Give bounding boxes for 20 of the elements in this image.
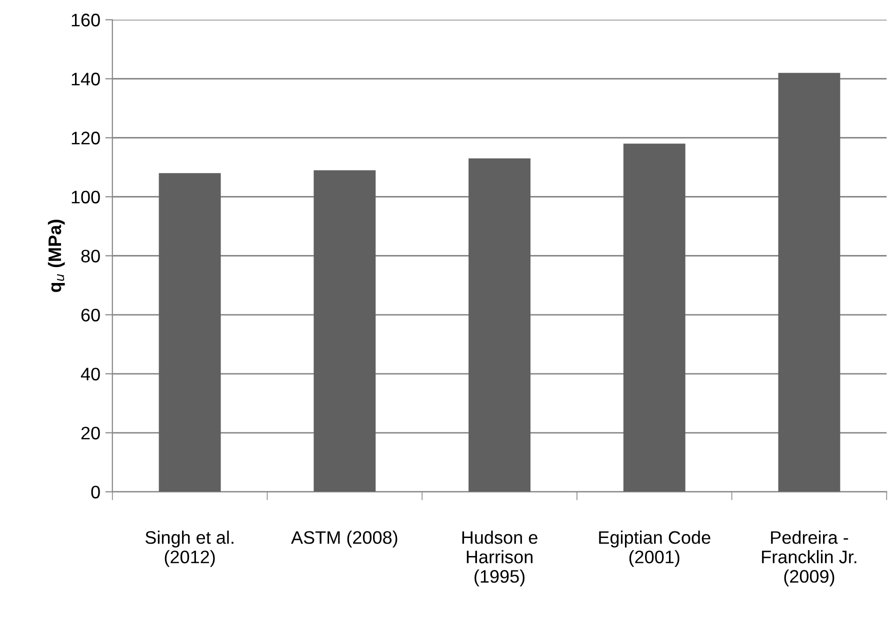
- y-tick-label: 20: [81, 426, 100, 440]
- x-tick-label: Singh et al. (2012): [145, 530, 234, 567]
- bar: [468, 158, 530, 492]
- x-tick-label: Egiptian Code (2001): [599, 530, 710, 567]
- y-axis-title: q$_{u}$ (MPa): [48, 220, 65, 292]
- bar: [314, 170, 376, 492]
- bar: [623, 144, 686, 492]
- y-tick-label: 40: [80, 368, 100, 380]
- y-tick-label: 160: [72, 14, 100, 26]
- y-tick-label: 100: [72, 190, 100, 204]
- y-tick-label: 60: [81, 308, 100, 322]
- x-tick-label: ASTM (2008): [291, 530, 398, 548]
- bar: [158, 173, 221, 492]
- bar: [778, 72, 840, 492]
- x-tick-label: Hudson e Harrison (1995): [462, 530, 538, 586]
- y-tick-label: 80: [81, 250, 100, 262]
- y-tick-label: 0: [91, 486, 100, 498]
- y-tick-label: 140: [72, 72, 100, 86]
- y-tick-label: 120: [72, 132, 100, 144]
- x-tick-label: Pedreira - Francklin Jr. (2009): [762, 530, 856, 586]
